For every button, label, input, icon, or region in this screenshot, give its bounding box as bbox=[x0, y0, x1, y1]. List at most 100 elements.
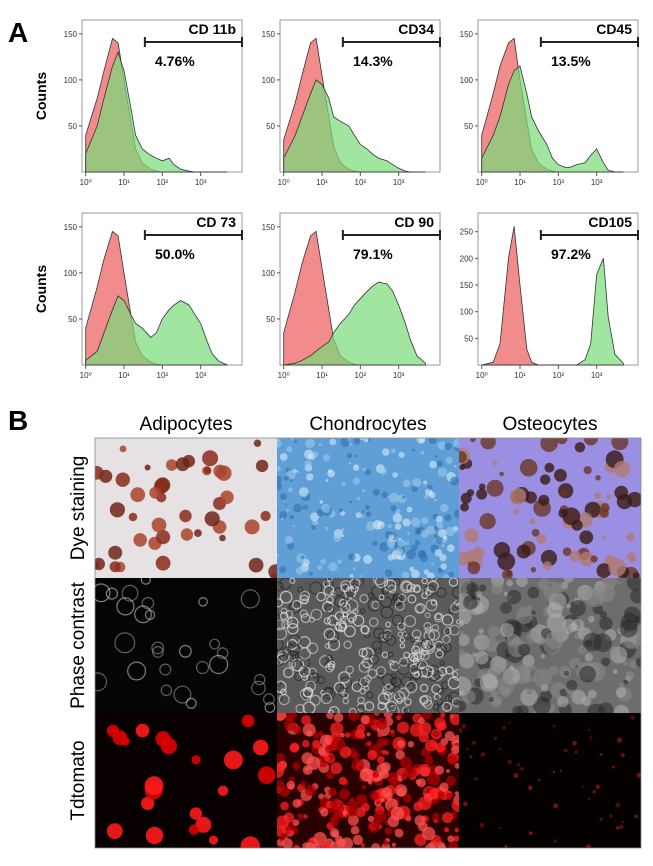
cell bbox=[410, 654, 419, 663]
cell bbox=[518, 643, 531, 656]
cell bbox=[469, 755, 473, 759]
cell bbox=[593, 633, 612, 653]
cell bbox=[287, 542, 295, 550]
cell bbox=[301, 673, 309, 681]
cell bbox=[589, 736, 593, 740]
cell bbox=[368, 617, 379, 627]
cell bbox=[390, 505, 397, 512]
cell bbox=[145, 826, 164, 845]
cell bbox=[366, 732, 371, 737]
cell bbox=[474, 546, 481, 553]
cell bbox=[367, 750, 378, 760]
cell bbox=[513, 773, 519, 778]
cell bbox=[445, 775, 456, 786]
marker-name: CD105 bbox=[588, 214, 632, 230]
cell bbox=[494, 695, 503, 705]
cell bbox=[421, 517, 429, 525]
cell bbox=[432, 703, 440, 711]
cell bbox=[376, 738, 386, 748]
cell bbox=[566, 603, 572, 609]
cell bbox=[286, 616, 299, 629]
cell bbox=[441, 544, 444, 547]
cell bbox=[543, 581, 563, 602]
cell bbox=[330, 722, 344, 736]
cell bbox=[277, 764, 284, 779]
cell bbox=[128, 512, 138, 522]
micrograph bbox=[277, 578, 459, 713]
cell bbox=[403, 632, 411, 640]
cell bbox=[295, 703, 305, 713]
cell bbox=[445, 665, 454, 675]
cell bbox=[304, 767, 309, 772]
cell bbox=[429, 460, 438, 469]
cell bbox=[621, 821, 625, 824]
cell bbox=[439, 554, 447, 562]
cell bbox=[219, 534, 226, 542]
panel-label: A bbox=[8, 17, 28, 48]
cell bbox=[289, 830, 295, 836]
cell bbox=[133, 533, 147, 547]
cell bbox=[397, 721, 409, 734]
cell bbox=[609, 814, 613, 818]
cell bbox=[454, 828, 459, 833]
cell bbox=[155, 555, 171, 571]
cell bbox=[352, 834, 363, 846]
cell bbox=[451, 745, 459, 754]
y-axis-label: Counts bbox=[33, 72, 49, 120]
cell bbox=[470, 438, 476, 443]
x-tick-label: 10⁰ bbox=[80, 178, 92, 187]
cell bbox=[317, 675, 326, 685]
cell bbox=[384, 827, 393, 835]
cell bbox=[436, 587, 447, 598]
cell bbox=[191, 755, 201, 765]
cell bbox=[415, 527, 421, 534]
cell bbox=[478, 483, 486, 491]
cell bbox=[284, 475, 290, 481]
cell bbox=[338, 508, 343, 513]
cell bbox=[420, 529, 429, 538]
cell bbox=[540, 474, 551, 485]
cell bbox=[569, 600, 586, 617]
cell bbox=[566, 679, 578, 691]
cell bbox=[348, 617, 355, 624]
cell bbox=[616, 578, 624, 584]
cell bbox=[300, 781, 307, 787]
cell bbox=[343, 640, 353, 650]
cell bbox=[436, 521, 444, 529]
cell bbox=[372, 488, 380, 496]
cell bbox=[286, 780, 296, 790]
cell bbox=[359, 768, 373, 782]
cell bbox=[398, 687, 410, 699]
cell bbox=[340, 438, 350, 447]
cell bbox=[427, 580, 439, 593]
cell bbox=[381, 491, 388, 499]
y-tick-label: 50 bbox=[266, 122, 275, 131]
cell bbox=[610, 645, 618, 654]
cell bbox=[461, 723, 467, 729]
cell bbox=[577, 645, 587, 655]
cell bbox=[333, 713, 344, 723]
cell bbox=[120, 736, 130, 746]
cell bbox=[397, 539, 406, 548]
cell bbox=[394, 600, 405, 611]
cell bbox=[288, 634, 301, 647]
cell bbox=[159, 663, 172, 676]
cell bbox=[613, 704, 630, 713]
cell bbox=[383, 579, 397, 592]
cell bbox=[451, 798, 459, 813]
cell bbox=[540, 654, 546, 659]
cell bbox=[522, 654, 535, 668]
cell bbox=[392, 578, 401, 586]
cell bbox=[613, 460, 631, 478]
cell bbox=[387, 524, 392, 529]
cell bbox=[480, 752, 486, 757]
cell bbox=[347, 814, 359, 826]
cell bbox=[421, 713, 432, 720]
cell bbox=[127, 661, 147, 681]
cell bbox=[280, 493, 287, 501]
cell bbox=[449, 713, 459, 726]
cell bbox=[459, 700, 467, 712]
cell bbox=[320, 692, 333, 705]
cell bbox=[303, 814, 308, 819]
cell bbox=[351, 758, 364, 772]
